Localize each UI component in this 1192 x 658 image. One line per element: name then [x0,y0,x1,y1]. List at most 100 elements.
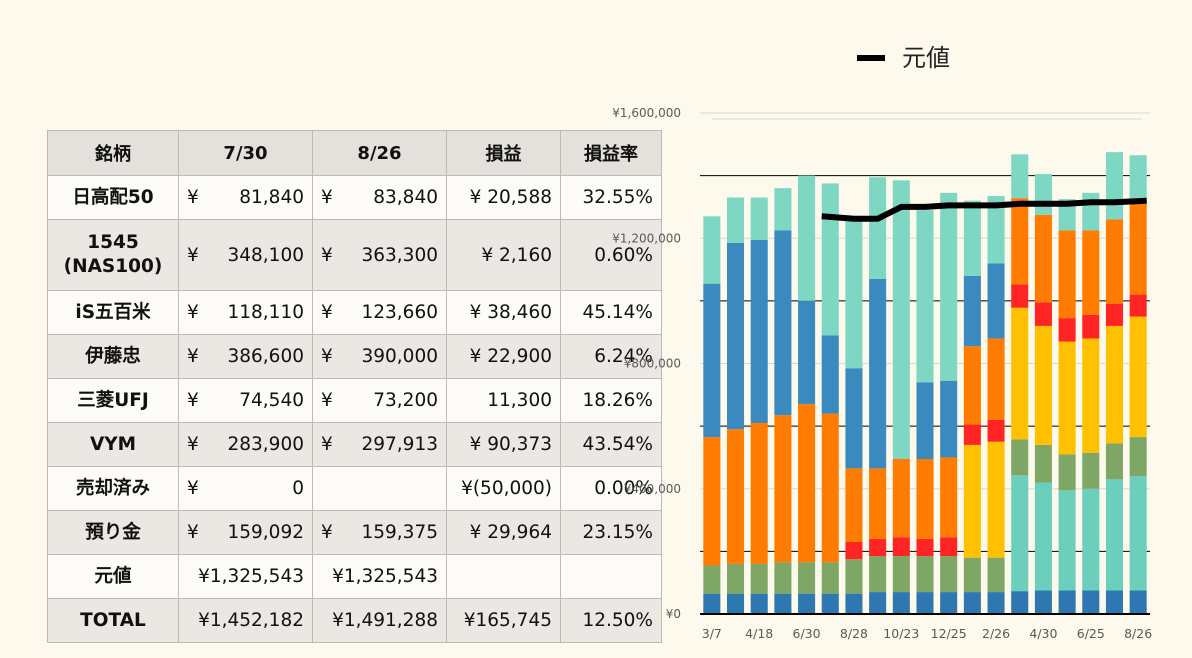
bar-segment [845,593,863,614]
bar-segment [1105,152,1123,220]
yen-symbol: ¥ [321,302,333,323]
x-tick-label: 6/25 [1077,626,1105,641]
table-row: 伊藤忠 ¥386,600 ¥390,000 ¥ 22,900 6.24% [47,334,662,379]
bar-segment [1058,318,1076,342]
yen-symbol: ¥ [321,434,333,455]
bar-segment [916,459,934,539]
bar-segment [1082,230,1100,315]
x-tick-label: 6/30 [793,626,821,641]
yen-symbol: ¥ [187,390,199,411]
cell-value-date-2: ¥363,300 [312,219,447,291]
bar-segment [1082,338,1100,453]
yen-symbol: ¥ [321,522,333,543]
cell-name: 1545 (NAS100) [47,219,179,291]
cell-name-line: (NAS100) [63,256,163,277]
bar-segment [703,593,721,614]
bar-segment [727,563,745,594]
cell-value-date-2: ¥390,000 [312,334,447,379]
cell-name-line: TOTAL [80,609,146,631]
bar-segment [916,538,934,557]
bar-segment [798,562,816,594]
cell-name: iS五百米 [47,290,179,335]
cell-name-line: 日高配50 [72,186,154,208]
yen-symbol: ¥ [187,244,199,266]
cell-profit-loss: ¥165,745 [446,598,561,643]
cell-value-date-2: ¥83,840 [312,175,447,220]
bar-segment [892,180,910,460]
cell-name-line: VYM [89,433,137,455]
bar-segment [750,422,768,564]
bar-segment [703,283,721,438]
cell-amount: 123,660 [361,302,438,323]
bar-segment [987,419,1005,442]
bar-segment [1034,302,1052,326]
bar-segment [1034,590,1052,614]
bar-segment [798,593,816,614]
cell-profit-loss: ¥ 90,373 [446,422,561,467]
bar-segment [774,593,792,614]
y-tick-label: ¥400,000 [624,482,681,496]
cell-amount: 81,840 [239,187,304,208]
cell-profit-rate: 12.50% [560,598,662,643]
bar-segment [963,592,981,614]
cell-value-date-1: ¥283,900 [178,422,313,467]
bar-segment [1011,475,1029,592]
cell-value-date-1: ¥1,452,182 [178,598,313,643]
cell-profit-rate: 23.15% [560,510,662,555]
bar-segment [703,565,721,594]
yen-symbol: ¥ [187,302,199,323]
bar-segment [987,263,1005,339]
cell-amount: 283,900 [227,434,304,455]
cell-amount: 386,600 [227,346,304,367]
yen-symbol: ¥ [321,244,333,266]
cell-name: VYM [47,422,179,467]
yen-symbol: ¥ [321,390,333,411]
bar-segment [774,230,792,416]
yen-symbol: ¥ [187,434,199,455]
bar-segment [892,459,910,538]
bar-segment [1034,174,1052,215]
bar-segment [1058,341,1076,455]
bar-segment [1082,314,1100,339]
bar-segment [963,275,981,347]
cell-amount: 159,092 [227,522,304,543]
cell-name: TOTAL [47,598,179,643]
bar-segment [1058,490,1076,591]
bar-segment [1058,454,1076,491]
y-tick-label: ¥800,000 [624,357,681,371]
cell-amount: 0 [292,478,304,499]
legend-label: 元値 [902,44,950,72]
bar-segment [1034,444,1052,483]
cell-amount: 348,100 [227,244,304,266]
bar-segment [987,195,1005,264]
bar-segment [1011,284,1029,308]
x-tick-label: 12/25 [931,626,967,641]
table-row: 預り金 ¥159,092 ¥159,375 ¥ 29,964 23.15% [47,510,662,555]
cell-name-line: 伊藤忠 [85,345,141,367]
bar-segment [798,404,816,563]
bar-segment [845,468,863,542]
bar-segment [845,541,863,560]
bar-segment [1011,198,1029,285]
bar-segment [1105,325,1123,444]
yen-symbol: ¥ [187,346,199,367]
bar-segment [821,413,839,563]
cost-line [821,197,1147,222]
bar-segment [821,593,839,614]
legend-swatch [857,55,885,61]
bar-segment [1011,307,1029,440]
bar-segment [940,457,958,538]
bar-segment [1082,590,1100,614]
x-tick-label: 8/26 [1124,626,1152,641]
cell-amount: ¥1,452,182 [198,610,304,631]
bar-segment [1105,219,1123,305]
table-row: 日高配50 ¥81,840 ¥83,840 ¥ 20,588 32.55% [47,175,662,220]
cell-profit-loss: ¥ 38,460 [446,290,561,335]
cell-value-date-1: ¥81,840 [178,175,313,220]
bar-segment [963,424,981,445]
bar-segment [963,444,981,558]
table-row: 1545 (NAS100) ¥348,100 ¥363,300 ¥ 2,160 0.60% [47,219,662,291]
cell-amount: 363,300 [361,244,438,266]
cell-amount: 74,540 [239,390,304,411]
